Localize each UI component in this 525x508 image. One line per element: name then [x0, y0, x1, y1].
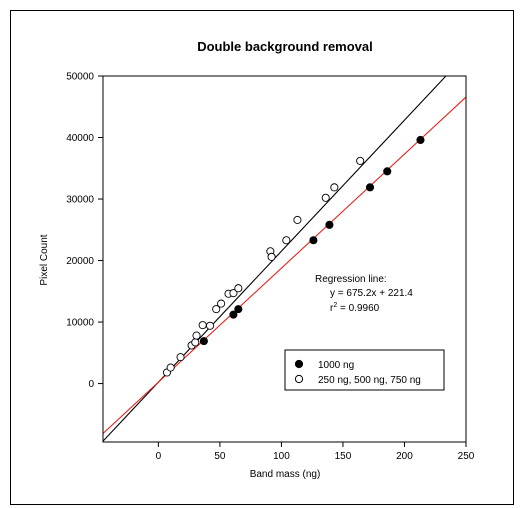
point-250-750ng-15 — [282, 236, 291, 245]
x-tick-label-0: 0 — [156, 451, 162, 462]
point-250-750ng-9 — [217, 299, 226, 308]
point-250-750ng-11 — [229, 289, 238, 298]
regression-line-red — [103, 96, 466, 434]
point-1000ng-4 — [325, 220, 334, 229]
y-tick-label-10000: 10000 — [66, 318, 94, 329]
legend-label-1000ng: 1000 ng — [318, 360, 354, 371]
y-tick-label-30000: 30000 — [66, 195, 94, 206]
y-tick-label-40000: 40000 — [66, 133, 94, 144]
legend-marker-filled — [294, 359, 304, 369]
point-250-750ng-5 — [192, 331, 201, 340]
annotation-line-3: r2 = 0.9960 — [330, 302, 380, 314]
point-250-750ng-2 — [176, 353, 185, 362]
point-250-750ng-7 — [206, 321, 215, 330]
point-1000ng-5 — [365, 183, 375, 192]
point-1000ng-6 — [383, 167, 392, 176]
plot-border — [102, 75, 467, 443]
annotation-line-1: Regression line: — [315, 274, 387, 285]
point-250-750ng-4 — [191, 338, 200, 347]
x-axis-title: Band mass (ng) — [250, 469, 321, 480]
y-tick-label-0: 0 — [88, 379, 94, 390]
point-250-750ng-6 — [198, 321, 207, 330]
point-1000ng-7 — [416, 135, 425, 145]
y-tick-label-50000: 50000 — [66, 72, 94, 83]
point-1000ng-2 — [234, 305, 243, 314]
regression-annotation: Regression line: y = 675.2x + 221.4 r2 =… — [315, 274, 413, 314]
axes: 0 50 100 150 200 250 0 10000 20000 30000 40000 5000… — [66, 72, 475, 463]
point-250-750ng-18 — [330, 183, 339, 192]
annotation-r: r — [330, 303, 334, 314]
legend-marker-open — [294, 374, 304, 384]
annotation-r2-value: = 0.9960 — [337, 303, 379, 314]
legend-box — [284, 349, 445, 391]
x-tick-label-250: 250 — [458, 451, 475, 462]
point-250-750ng-19 — [356, 156, 365, 165]
point-250-750ng-14 — [267, 252, 276, 261]
point-1000ng-1 — [229, 310, 238, 319]
y-axis-title: Pixel Count — [39, 234, 50, 285]
y-tick-label-20000: 20000 — [66, 256, 94, 267]
point-250-750ng-1 — [166, 363, 175, 372]
point-250-750ng-12 — [234, 284, 243, 293]
x-tick-label-100: 100 — [273, 451, 290, 462]
x-tick-label-50: 50 — [214, 451, 226, 462]
legend-label-250-500-750ng: 250 ng, 500 ng, 750 ng — [318, 375, 421, 386]
point-1000ng-3 — [309, 236, 318, 245]
annotation-line-2: y = 675.2x + 221.4 — [330, 288, 413, 299]
data-points — [162, 135, 425, 377]
regression-lines — [103, 76, 466, 442]
point-250-750ng-8 — [212, 305, 221, 314]
x-tick-label-150: 150 — [335, 451, 352, 462]
chart-title: Double background removal — [197, 39, 373, 54]
annotation-superscript: 2 — [333, 302, 337, 309]
legend: 1000 ng 250 ng, 500 ng, 750 ng — [284, 349, 445, 391]
x-tick-label-200: 200 — [396, 451, 413, 462]
point-1000ng-0 — [199, 337, 208, 346]
point-250-750ng-17 — [321, 193, 330, 202]
point-250-750ng-16 — [293, 215, 302, 224]
